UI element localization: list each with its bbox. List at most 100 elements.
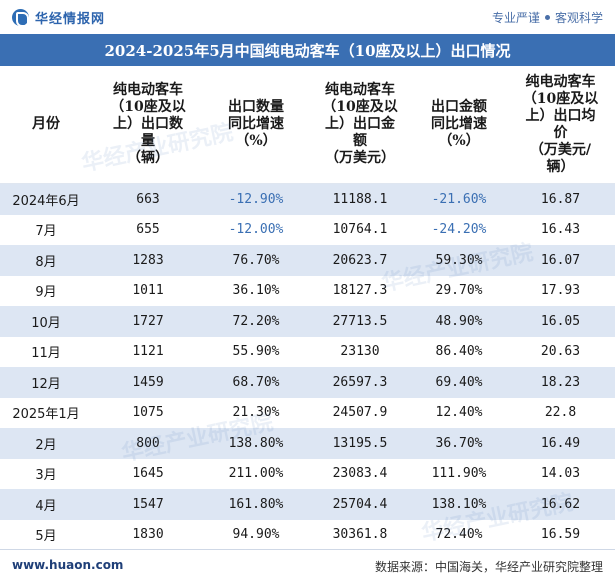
cell-month: 2024年6月 xyxy=(12,193,80,209)
footer-url[interactable]: www.huaon.com xyxy=(12,558,124,572)
table-row: 8月 1283 76.70% 20623.7 59.30% 16.07 xyxy=(0,245,615,276)
cell-quantity: 1283 xyxy=(132,252,164,268)
cell-month: 11月 xyxy=(31,346,61,362)
cell-amount-yoy: 138.10% xyxy=(431,496,487,512)
column-header-avg-price: 纯电动客车 （10座及以 上）出口均 价 （万美元/ 辆） xyxy=(522,73,599,175)
slogan-left: 专业严谨 xyxy=(491,11,540,25)
table-row: 7月 655 -12.00% 10764.1 -24.20% 16.43 xyxy=(0,214,615,245)
cell-quantity-yoy: 76.70% xyxy=(232,252,280,268)
table-row: 11月 1121 55.90% 23130 86.40% 20.63 xyxy=(0,336,615,367)
table-row: 4月 1547 161.80% 25704.4 138.10% 16.62 xyxy=(0,489,615,520)
column-header-quantity: 纯电动客车 （10座及以 上）出口数 量 （辆） xyxy=(110,82,186,166)
cell-amount-yoy: 12.40% xyxy=(435,405,483,421)
cell-avg-price: 16.87 xyxy=(540,191,581,207)
cell-quantity: 1121 xyxy=(132,344,164,360)
cell-quantity-yoy: 138.80% xyxy=(228,435,284,451)
huajing-logo-icon xyxy=(12,9,29,27)
column-header-amount: 纯电动客车 （10座及以 上）出口金 额 （万美元） xyxy=(322,82,398,166)
cell-month: 4月 xyxy=(35,498,57,514)
cell-quantity: 1547 xyxy=(132,496,164,512)
cell-amount: 26597.3 xyxy=(332,374,388,390)
cell-avg-price: 18.23 xyxy=(540,374,581,390)
cell-month: 5月 xyxy=(35,529,57,545)
cell-amount: 18127.3 xyxy=(332,283,388,299)
cell-month: 12月 xyxy=(31,376,61,392)
cell-amount: 20623.7 xyxy=(332,252,388,268)
cell-quantity: 1645 xyxy=(132,466,164,482)
logo-text: 华经情报网 xyxy=(35,12,106,27)
slogan-right: 客观科学 xyxy=(554,11,603,25)
cell-amount: 25704.4 xyxy=(332,496,388,512)
column-header-quantity-yoy: 出口数量 同比增速 （%） xyxy=(228,99,284,149)
slogan: 专业严谨 客观科学 xyxy=(492,9,603,26)
cell-amount: 11188.1 xyxy=(332,191,388,207)
table-row: 5月 1830 94.90% 30361.8 72.40% 16.59 xyxy=(0,519,615,550)
cell-quantity-yoy: -12.00% xyxy=(228,222,284,238)
cell-month: 2月 xyxy=(35,437,57,453)
cell-avg-price: 17.93 xyxy=(540,283,581,299)
cell-avg-price: 16.07 xyxy=(540,252,581,268)
page-title: 2024-2025年5月中国纯电动客车（10座及以上）出口情况 xyxy=(104,41,511,60)
cell-avg-price: 16.62 xyxy=(540,496,581,512)
cell-month: 8月 xyxy=(35,254,57,270)
cell-amount: 24507.9 xyxy=(332,405,388,421)
cell-quantity: 800 xyxy=(136,435,160,451)
column-header-month: 月份 xyxy=(32,116,60,132)
cell-quantity: 663 xyxy=(136,191,160,207)
cell-month: 7月 xyxy=(35,224,57,240)
title-bar: 2024-2025年5月中国纯电动客车（10座及以上）出口情况 xyxy=(0,34,615,66)
cell-avg-price: 16.43 xyxy=(540,222,581,238)
table-row: 2025年1月 1075 21.30% 24507.9 12.40% 22.8 xyxy=(0,397,615,428)
cell-amount-yoy: 59.30% xyxy=(435,252,483,268)
cell-amount-yoy: 69.40% xyxy=(435,374,483,390)
data-table: 月份 纯电动客车 （10座及以 上）出口数 量 （辆） 出口数量 同比增速 （%… xyxy=(0,66,615,550)
cell-quantity-yoy: 55.90% xyxy=(232,344,280,360)
cell-avg-price: 16.05 xyxy=(540,313,581,329)
cell-quantity: 1011 xyxy=(132,283,164,299)
cell-avg-price: 16.59 xyxy=(540,527,581,543)
table-row: 2024年6月 663 -12.90% 11188.1 -21.60% 16.87 xyxy=(0,184,615,215)
top-bar: 华经情报网 专业严谨 客观科学 xyxy=(0,0,615,34)
table-row: 12月 1459 68.70% 26597.3 69.40% 18.23 xyxy=(0,367,615,398)
table-row: 3月 1645 211.00% 23083.4 111.90% 14.03 xyxy=(0,458,615,489)
cell-amount: 13195.5 xyxy=(332,435,388,451)
cell-amount: 23083.4 xyxy=(332,466,388,482)
cell-amount: 23130 xyxy=(340,344,380,360)
table-row: 9月 1011 36.10% 18127.3 29.70% 17.93 xyxy=(0,275,615,306)
table-row: 2月 800 138.80% 13195.5 36.70% 16.49 xyxy=(0,428,615,459)
cell-quantity: 1727 xyxy=(132,313,164,329)
logo[interactable]: 华经情报网 xyxy=(12,8,105,27)
cell-amount-yoy: 86.40% xyxy=(435,344,483,360)
cell-amount: 27713.5 xyxy=(332,313,388,329)
cell-amount-yoy: 111.90% xyxy=(431,466,487,482)
cell-quantity-yoy: 72.20% xyxy=(232,313,280,329)
cell-amount-yoy: -24.20% xyxy=(431,222,487,238)
footer: www.huaon.com 数据来源：中国海关，华经产业研究院整理 xyxy=(0,549,615,580)
cell-month: 9月 xyxy=(35,285,57,301)
cell-avg-price: 16.49 xyxy=(540,435,581,451)
cell-quantity: 1830 xyxy=(132,527,164,543)
column-header-amount-yoy: 出口金额 同比增速 （%） xyxy=(431,99,487,149)
cell-quantity-yoy: 161.80% xyxy=(228,496,284,512)
cell-amount: 30361.8 xyxy=(332,527,388,543)
cell-quantity: 1459 xyxy=(132,374,164,390)
cell-amount-yoy: -21.60% xyxy=(431,191,487,207)
cell-quantity-yoy: -12.90% xyxy=(228,191,284,207)
cell-amount-yoy: 72.40% xyxy=(435,527,483,543)
cell-avg-price: 22.8 xyxy=(544,405,577,421)
table-header: 月份 纯电动客车 （10座及以 上）出口数 量 （辆） 出口数量 同比增速 （%… xyxy=(0,66,615,184)
cell-quantity: 655 xyxy=(136,222,160,238)
cell-quantity-yoy: 94.90% xyxy=(232,527,280,543)
slogan-dot-icon xyxy=(544,15,550,20)
cell-quantity-yoy: 68.70% xyxy=(232,374,280,390)
cell-month: 2025年1月 xyxy=(12,407,80,423)
cell-avg-price: 14.03 xyxy=(540,466,581,482)
table-body: 2024年6月 663 -12.90% 11188.1 -21.60% 16.87 7月 65… xyxy=(0,184,615,550)
cell-quantity-yoy: 21.30% xyxy=(232,405,280,421)
cell-amount: 10764.1 xyxy=(332,222,388,238)
cell-quantity: 1075 xyxy=(132,405,164,421)
footer-source: 数据来源：中国海关，华经产业研究院整理 xyxy=(374,560,603,574)
table-row: 10月 1727 72.20% 27713.5 48.90% 16.05 xyxy=(0,306,615,337)
cell-amount-yoy: 36.70% xyxy=(435,435,483,451)
cell-amount-yoy: 29.70% xyxy=(435,283,483,299)
